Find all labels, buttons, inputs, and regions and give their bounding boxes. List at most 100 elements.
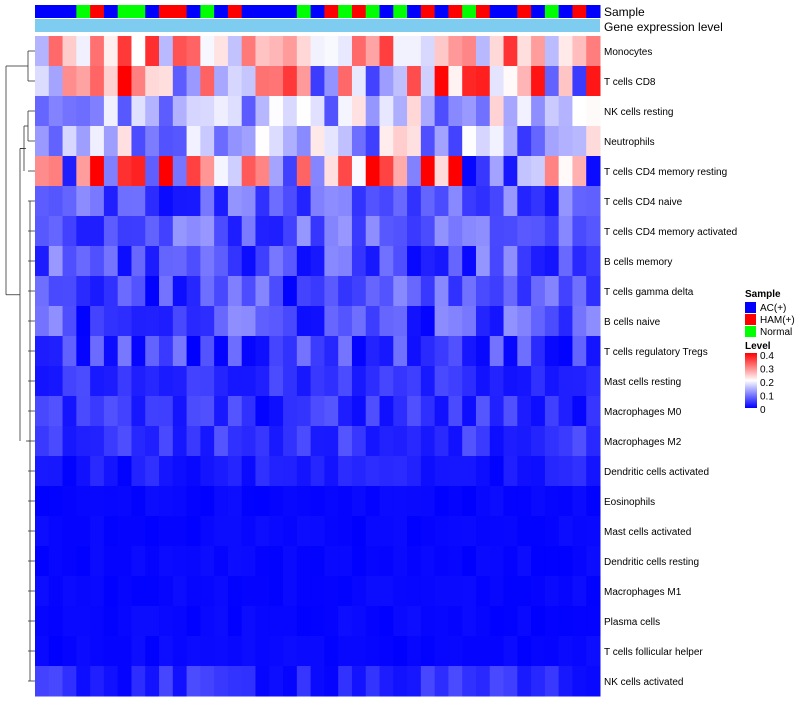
- heatmap-cell: [379, 306, 394, 337]
- legend-level-tick: 0.3: [760, 365, 774, 376]
- heatmap-cell: [310, 456, 325, 487]
- sample-track-cell: [379, 5, 394, 18]
- heatmap-cell: [103, 456, 119, 487]
- heatmap-cell: [90, 66, 105, 97]
- heatmap-cell: [214, 36, 229, 67]
- legend: Sample AC(+)HAM(+)Normal Level 0.4 0.3 0.2…: [745, 289, 795, 416]
- heatmap-cell: [35, 126, 50, 157]
- heatmap-cell: [76, 636, 91, 667]
- heatmap-cell: [586, 336, 601, 367]
- heatmap-cell: [172, 426, 188, 457]
- heatmap-cell: [462, 606, 477, 637]
- heatmap-cell: [48, 66, 64, 97]
- heatmap-cell: [227, 36, 243, 67]
- heatmap-cell: [448, 66, 463, 97]
- heatmap-cell: [324, 66, 339, 97]
- heatmap-cell: [283, 606, 298, 637]
- heatmap-cell: [544, 456, 560, 487]
- heatmap-cell: [434, 246, 449, 277]
- heatmap-cell: [255, 96, 270, 127]
- sample-track-cell: [48, 5, 64, 18]
- heatmap-cell: [117, 96, 132, 127]
- heatmap-cell: [214, 486, 229, 517]
- heatmap-cell: [544, 126, 560, 157]
- heatmap-cell: [90, 276, 105, 307]
- heatmap-cell: [159, 186, 174, 217]
- heatmap-cell: [503, 546, 518, 577]
- heatmap-cell: [434, 486, 449, 517]
- heatmap-cell: [145, 546, 160, 577]
- heatmap-cell: [448, 606, 463, 637]
- heatmap-cell: [448, 186, 463, 217]
- heatmap-cell: [434, 96, 449, 127]
- heatmap-cell: [214, 306, 229, 337]
- heatmap-cell: [283, 426, 298, 457]
- heatmap-cell: [214, 276, 229, 307]
- heatmap-cell: [503, 306, 518, 337]
- heatmap-cell: [296, 636, 312, 667]
- heatmap-cell: [227, 636, 243, 667]
- heatmap-cell: [558, 246, 573, 277]
- heatmap-cell: [76, 546, 91, 577]
- heatmap-cell: [35, 186, 50, 217]
- heatmap-cell: [159, 426, 174, 457]
- heatmap-cell: [214, 606, 229, 637]
- heatmap-cell: [241, 246, 256, 277]
- heatmap-cell: [338, 276, 353, 307]
- heatmap-cell: [365, 546, 381, 577]
- heatmap-cell: [145, 456, 160, 487]
- heatmap-cell: [407, 276, 422, 307]
- heatmap-cell: [475, 636, 491, 667]
- heatmap-cell: [544, 246, 560, 277]
- heatmap-cell: [544, 666, 560, 697]
- heatmap-cell: [448, 156, 463, 187]
- heatmap-cell: [145, 426, 160, 457]
- heatmap-cell: [379, 486, 394, 517]
- heatmap-cell: [572, 186, 587, 217]
- heatmap-cell: [241, 606, 256, 637]
- heatmap-cell: [159, 156, 174, 187]
- heatmap-cell: [241, 156, 256, 187]
- heatmap-cell: [572, 516, 587, 547]
- heatmap-cell: [544, 276, 560, 307]
- heatmap-cell: [296, 216, 312, 247]
- heatmap-cell: [407, 66, 422, 97]
- heatmap-cell: [434, 36, 449, 67]
- heatmap-cell: [159, 516, 174, 547]
- heatmap-cell: [103, 246, 119, 277]
- heatmap-cell: [489, 396, 505, 427]
- heatmap-cell: [407, 426, 422, 457]
- heatmap-cell: [517, 426, 532, 457]
- heatmap-cell: [103, 396, 119, 427]
- heatmap-cell: [586, 276, 601, 307]
- heatmap-cell: [227, 246, 243, 277]
- heatmap-cell: [296, 276, 312, 307]
- heatmap-cell: [310, 306, 325, 337]
- heatmap-cell: [338, 126, 353, 157]
- heatmap-cell: [448, 276, 463, 307]
- row-dendrogram: [5, 50, 35, 682]
- heatmap-cell: [35, 276, 50, 307]
- heatmap-cell: [35, 576, 50, 607]
- heatmap-cell: [283, 516, 298, 547]
- heatmap-cell: [586, 666, 601, 697]
- heatmap-cell: [283, 276, 298, 307]
- heatmap-cell: [407, 336, 422, 367]
- heatmap-cell: [475, 216, 491, 247]
- heatmap-cell: [255, 546, 270, 577]
- legend-sample-swatch: [745, 302, 756, 313]
- heatmap-cell: [572, 156, 587, 187]
- heatmap-cell: [407, 96, 422, 127]
- sample-track-cell: [351, 5, 367, 18]
- legend-sample-swatch: [745, 326, 756, 337]
- heatmap-cell: [531, 66, 546, 97]
- heatmap-cell: [296, 456, 312, 487]
- heatmap-cell: [407, 576, 422, 607]
- heatmap-cell: [489, 636, 505, 667]
- heatmap-cell: [434, 606, 449, 637]
- heatmap-cell: [145, 366, 160, 397]
- heatmap-cell: [517, 156, 532, 187]
- heatmap-cell: [145, 96, 160, 127]
- heatmap-cell: [407, 666, 422, 697]
- heatmap-cell: [172, 36, 188, 67]
